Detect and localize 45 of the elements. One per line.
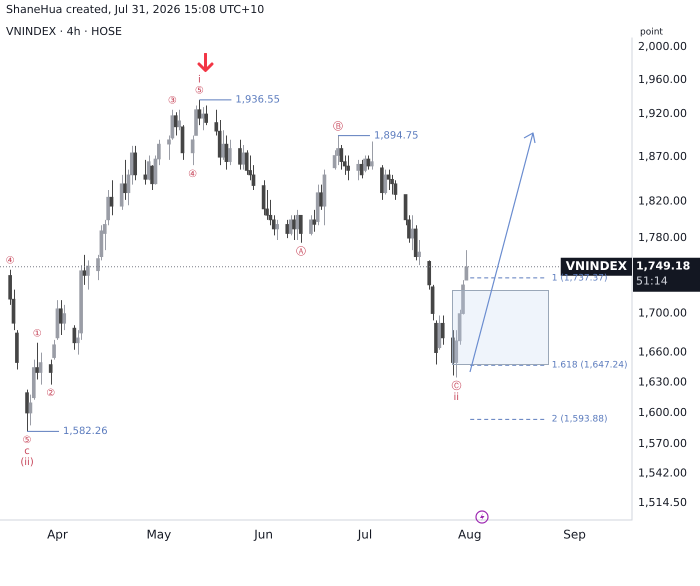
y-tick-label: 1,570.00 bbox=[638, 436, 687, 450]
annotation: c bbox=[24, 446, 30, 457]
annotation: ② bbox=[46, 388, 56, 400]
annotation: ④ bbox=[188, 168, 198, 180]
y-tick-label: 1,514.50 bbox=[638, 496, 687, 509]
annotation: 1,936.55 bbox=[235, 94, 280, 106]
x-tick-label: May bbox=[146, 527, 172, 542]
text: 51:14 bbox=[636, 274, 668, 288]
y-tick-label: 1,660.00 bbox=[638, 346, 687, 359]
text: ShaneHua created, Jul 31, 2026 15:08 UTC+10 bbox=[6, 3, 264, 16]
annotation: Ⓒ bbox=[451, 380, 462, 392]
y-tick-label: 1,542.00 bbox=[638, 466, 687, 480]
y-axis-title: point bbox=[640, 27, 664, 38]
y-tick-label: 1,820.00 bbox=[638, 194, 687, 208]
annotation: i bbox=[198, 74, 201, 86]
y-tick-label: 1,920.00 bbox=[638, 106, 687, 120]
y-tick-label: 1,960.00 bbox=[638, 72, 687, 86]
annotation: Ⓑ bbox=[332, 120, 343, 132]
y-tick-label: 1,780.00 bbox=[638, 231, 687, 244]
y-tick-label: 1,870.00 bbox=[638, 150, 687, 164]
annotation: ⑤ bbox=[22, 434, 32, 446]
ref-line-label: 1 (1,737.37) bbox=[552, 273, 608, 284]
text: 1,749.18 bbox=[636, 260, 690, 273]
x-tick-label: Apr bbox=[47, 527, 68, 542]
ref-line-label: 2 (1,593.88) bbox=[552, 414, 608, 425]
y-tick-label: 1,600.00 bbox=[638, 406, 687, 419]
annotation: (ii) bbox=[20, 456, 34, 468]
annotation: ⑤ bbox=[194, 85, 204, 96]
annotation: 1,894.75 bbox=[374, 130, 418, 142]
chart-title: VNINDEX · 4h · HOSE bbox=[6, 24, 122, 38]
annotation: ii bbox=[453, 392, 460, 404]
y-tick-label: 2,000.00 bbox=[638, 40, 687, 53]
x-tick-label: Aug bbox=[458, 527, 482, 542]
annotation: ① bbox=[32, 328, 42, 340]
ref-line-label: 1.618 (1,647.24) bbox=[552, 360, 628, 371]
y-tick-label: 1,630.00 bbox=[638, 375, 687, 388]
annotation: Ⓐ bbox=[296, 245, 306, 258]
x-tick-label: Sep bbox=[563, 527, 586, 542]
x-tick-label: Jun bbox=[253, 527, 273, 542]
x-tick-label: Jul bbox=[356, 527, 372, 542]
annotation: ③ bbox=[168, 95, 177, 106]
ref-line-label: VNINDEX bbox=[566, 258, 628, 273]
y-tick-label: 1,700.00 bbox=[638, 306, 687, 320]
annotation: ④ bbox=[6, 255, 15, 266]
annotation: 1,582.26 bbox=[63, 426, 108, 437]
